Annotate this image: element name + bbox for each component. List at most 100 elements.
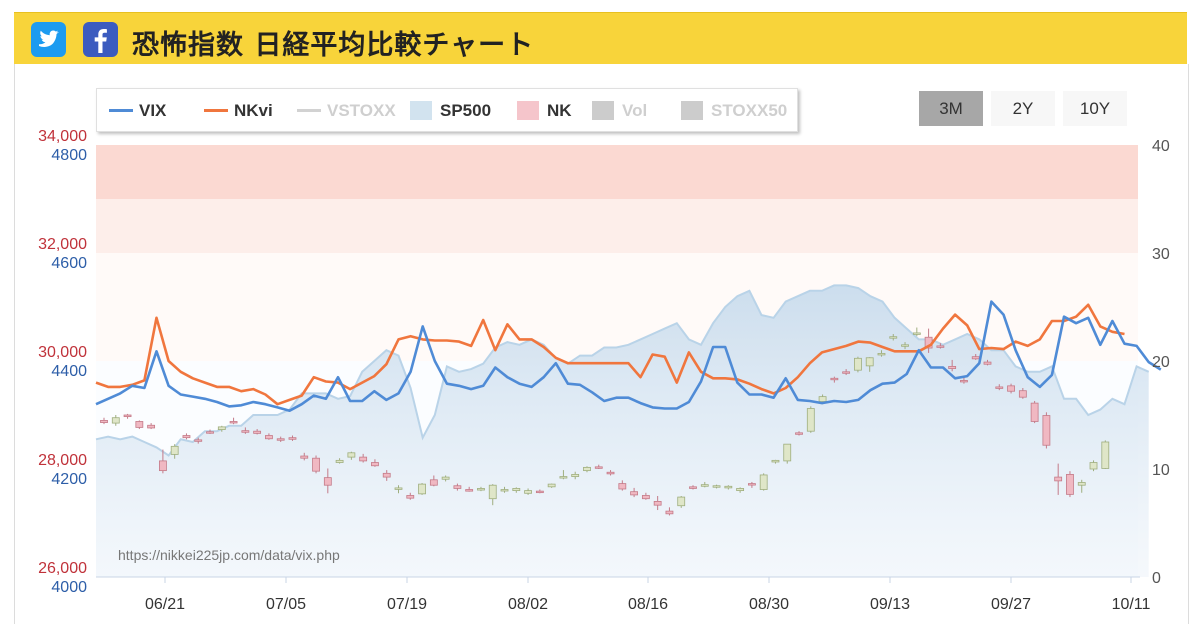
nk-candle bbox=[158, 460, 167, 472]
nk-candle bbox=[418, 483, 426, 495]
nk-candle bbox=[170, 445, 179, 455]
chart-legend: VIX NKvi VSTOXX SP500 NK Vol STOXX50 bbox=[96, 88, 798, 132]
legend-symbol-vix bbox=[109, 109, 133, 112]
nk-candle bbox=[759, 474, 768, 490]
nk-candle bbox=[830, 377, 839, 381]
nk-candle bbox=[877, 353, 886, 356]
nk-candle bbox=[889, 336, 898, 339]
legend-item-nkvi[interactable]: NKvi bbox=[234, 101, 273, 120]
nk-candle bbox=[429, 479, 438, 486]
nk-candle bbox=[653, 500, 662, 506]
vol-axis-tick-label: 20 bbox=[1152, 354, 1170, 371]
nk-candle bbox=[971, 356, 980, 360]
nk-candle bbox=[1018, 390, 1027, 398]
x-axis-tick-label: 07/19 bbox=[387, 596, 427, 613]
sp-axis-tick-label: 4000 bbox=[51, 579, 87, 596]
nk-candle bbox=[1030, 402, 1039, 422]
nkvi-line bbox=[95, 303, 1125, 406]
nk-candle bbox=[901, 344, 909, 347]
facebook-share-button[interactable] bbox=[83, 22, 118, 57]
sp-axis-tick-label: 4400 bbox=[51, 363, 87, 380]
nk-candle bbox=[276, 438, 285, 441]
legend-symbol-sp500 bbox=[410, 101, 432, 120]
nk-candle bbox=[182, 435, 191, 439]
nk-axis-tick-label: 34,000 bbox=[38, 128, 87, 145]
nk-candle bbox=[818, 396, 827, 402]
legend-symbol-vol bbox=[592, 101, 614, 120]
nk-candle bbox=[936, 345, 945, 348]
legend-item-vix[interactable]: VIX bbox=[139, 101, 167, 120]
legend-item-sp500[interactable]: SP500 bbox=[440, 101, 492, 120]
source-watermark: https://nikkei225jp.com/data/vix.php bbox=[118, 547, 340, 563]
nk-candle bbox=[323, 477, 332, 486]
nk-axis-tick-label: 26,000 bbox=[38, 560, 87, 577]
legend-symbol-nk bbox=[517, 101, 539, 120]
nk-candle bbox=[1077, 482, 1086, 486]
nk-axis-tick-label: 30,000 bbox=[38, 344, 87, 361]
nk-candle bbox=[394, 487, 403, 490]
legend-item-vstoxx[interactable]: VSTOXX bbox=[327, 101, 396, 120]
x-axis-tick-label: 07/05 bbox=[266, 596, 306, 613]
nk-candle bbox=[795, 432, 803, 435]
nk-candle bbox=[606, 471, 615, 475]
nk-candle bbox=[842, 371, 851, 374]
facebook-f-icon bbox=[94, 29, 107, 53]
x-axis-tick-label: 08/16 bbox=[628, 596, 668, 613]
nk-candle bbox=[359, 456, 368, 462]
nk-axis-tick-label: 32,000 bbox=[38, 236, 87, 253]
range-button-2y[interactable]: 2Y bbox=[991, 91, 1055, 126]
nk-candle bbox=[147, 424, 156, 429]
sp-axis-tick-label: 4600 bbox=[51, 255, 87, 272]
sp500-area bbox=[96, 285, 1149, 577]
legend-item-vol[interactable]: Vol bbox=[622, 101, 648, 120]
page-header: 恐怖指数 日経平均比較チャート bbox=[14, 12, 1187, 65]
nk-candle bbox=[1042, 415, 1051, 446]
nk-candle bbox=[371, 462, 379, 467]
nk-candle bbox=[547, 483, 556, 488]
twitter-share-button[interactable] bbox=[31, 22, 66, 57]
nk-candle bbox=[265, 435, 273, 440]
nk-candle bbox=[995, 386, 1004, 389]
nk-candle bbox=[194, 439, 203, 442]
nk-candle bbox=[641, 495, 650, 500]
legend-item-stoxx50[interactable]: STOXX50 bbox=[711, 101, 788, 120]
vix-line bbox=[95, 300, 1162, 412]
nk-candle bbox=[535, 490, 544, 494]
nk-candle bbox=[123, 414, 132, 418]
nk-candle bbox=[677, 496, 686, 507]
nk-candle bbox=[111, 417, 120, 424]
x-axis-tick-label: 08/02 bbox=[508, 596, 548, 613]
legend-symbol-nkvi bbox=[204, 109, 228, 112]
nk-candle bbox=[382, 472, 391, 478]
nk-candle bbox=[1101, 441, 1110, 469]
zone-band-0 bbox=[96, 145, 1138, 199]
legend-item-nk[interactable]: NK bbox=[547, 101, 572, 120]
legend-symbol-stoxx50 bbox=[681, 101, 703, 120]
nk-candle bbox=[724, 485, 733, 489]
nk-candle bbox=[217, 426, 226, 430]
sp-axis-tick-label: 4200 bbox=[51, 471, 87, 488]
vol-axis-tick-label: 0 bbox=[1152, 570, 1161, 587]
vol-axis-tick-label: 10 bbox=[1152, 462, 1170, 479]
range-button-3m[interactable]: 3M bbox=[919, 91, 983, 126]
nk-candle bbox=[1054, 476, 1063, 482]
nk-candle bbox=[960, 380, 968, 383]
nk-candle bbox=[300, 455, 309, 459]
vol-axis-tick-label: 30 bbox=[1152, 246, 1170, 263]
nk-candle bbox=[806, 408, 815, 432]
nk-candle bbox=[559, 476, 568, 479]
nk-candle bbox=[441, 476, 450, 480]
range-button-10y[interactable]: 10Y bbox=[1063, 91, 1127, 126]
nk-candle bbox=[288, 437, 297, 440]
nk-axis-tick-label: 28,000 bbox=[38, 452, 87, 469]
nk-candle bbox=[594, 466, 603, 469]
legend-symbol-vstoxx bbox=[297, 109, 321, 112]
nk-candle bbox=[783, 443, 792, 462]
nk-candle bbox=[948, 365, 957, 369]
nk-candle bbox=[571, 473, 580, 477]
nk-candle bbox=[712, 485, 721, 488]
nk-candle bbox=[135, 421, 144, 428]
x-axis-tick-label: 10/11 bbox=[1112, 596, 1151, 613]
nk-candle bbox=[865, 357, 874, 367]
